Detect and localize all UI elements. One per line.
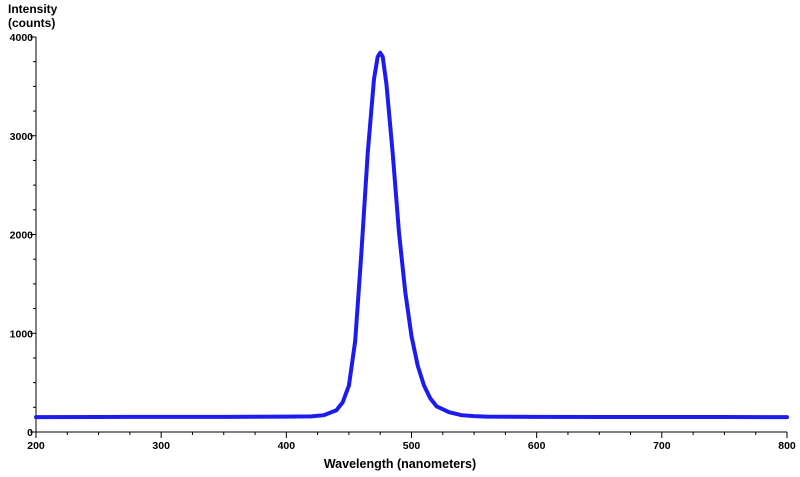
spectrum-point	[404, 290, 407, 293]
spectrum-point	[372, 78, 376, 81]
spectrum-point	[360, 251, 363, 254]
y-tick-label: 3000	[10, 131, 34, 143]
spectrum-point	[598, 415, 601, 419]
x-tick-label: 700	[653, 440, 671, 452]
y-tick-label: 2000	[10, 230, 34, 242]
spectrum-line	[34, 50, 789, 420]
y-tick-label: 1000	[10, 328, 34, 340]
spectrum-point	[381, 55, 384, 58]
spectrum-point	[379, 51, 382, 54]
x-tick-label: 600	[528, 440, 546, 452]
spectrum-point	[535, 415, 538, 419]
x-tick-label: 400	[278, 440, 296, 452]
spectrum-point	[159, 415, 163, 419]
spectrum-point	[460, 413, 463, 417]
spectrum-point	[353, 339, 357, 343]
x-tick-label: 300	[152, 440, 170, 452]
x-tick-label: 800	[778, 440, 796, 452]
spectrum-point	[285, 415, 288, 418]
spectrum-point	[97, 415, 100, 419]
spectrum-point	[410, 334, 413, 338]
spectrum-point	[416, 364, 419, 368]
spectrum-point	[34, 415, 38, 419]
spectrum-point	[347, 384, 351, 387]
y-tick-label: 0	[27, 427, 33, 439]
spectrum-point	[366, 152, 369, 155]
y-axis-label-line-1: Intensity	[8, 2, 58, 16]
spectrum-point	[310, 415, 313, 418]
spectrum-point	[322, 413, 326, 417]
spectrum-point	[785, 415, 789, 419]
x-tick-label: 500	[403, 440, 421, 452]
spectrum-point	[222, 415, 225, 419]
x-axis-label: Wavelength (nanometers)	[323, 457, 477, 471]
spectrum-point	[335, 409, 338, 412]
spectrum-point	[485, 415, 488, 418]
spectrum-point	[447, 411, 451, 414]
spectrum-point	[429, 397, 432, 400]
spectrum-point	[472, 414, 476, 418]
spectrum-point	[723, 415, 726, 419]
spectrum-point	[391, 152, 394, 155]
y-axis-label-line-2: (counts)	[8, 16, 56, 30]
spectrum-point	[397, 231, 401, 234]
spectrum-point	[660, 415, 664, 419]
spectrum-point	[376, 55, 379, 58]
spectrum-point	[422, 384, 426, 387]
spectrum-point	[435, 405, 438, 408]
spectrum-point	[385, 83, 388, 86]
spectrum-point	[341, 401, 344, 404]
x-tick-label: 200	[27, 440, 45, 452]
y-tick-label: 4000	[10, 32, 34, 44]
